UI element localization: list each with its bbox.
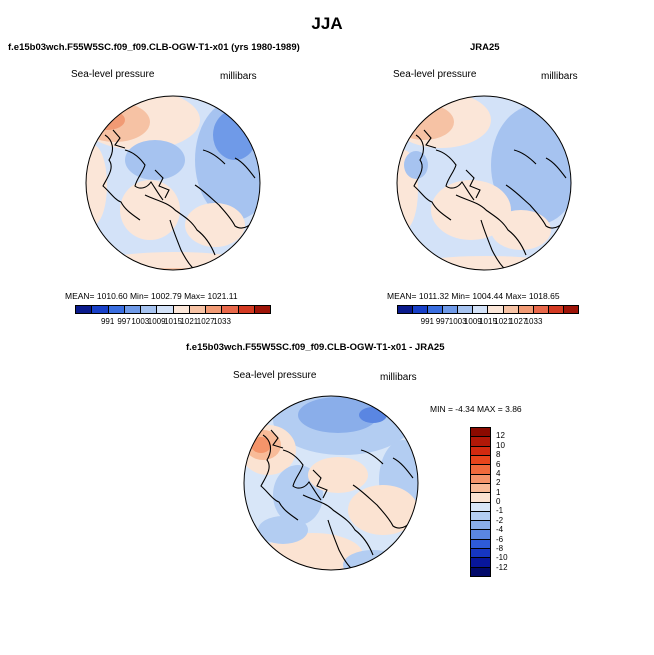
colorbar-tick-label: 1009	[463, 317, 482, 326]
colorbar-swatch	[92, 306, 109, 313]
colorbar-swatch	[124, 306, 141, 313]
colorbar-tick-label: 10	[496, 440, 505, 450]
colorbar-swatch	[471, 567, 490, 576]
colorbar-swatch	[548, 306, 564, 313]
colorbar-tick-label: 12	[496, 431, 505, 441]
colorbar-swatch	[471, 539, 490, 550]
colorbar-tick-label: 1009	[147, 317, 166, 326]
colorbar-tick-label: 0	[496, 497, 501, 506]
colorbar-swatch	[473, 306, 489, 313]
colorbar-swatch	[533, 306, 549, 313]
diff-units-label: millibars	[380, 372, 417, 383]
obs-units-label: millibars	[541, 71, 578, 82]
colorbar-swatch	[189, 306, 206, 313]
colorbar-swatch	[488, 306, 504, 313]
obs-map	[396, 95, 572, 271]
colorbar-tick-label: 1027	[196, 317, 215, 326]
colorbar-swatch	[471, 483, 490, 494]
colorbar-swatch	[471, 446, 490, 456]
colorbar-swatch	[471, 558, 490, 568]
colorbar-swatch	[428, 306, 444, 313]
colorbar-tick-label: -8	[496, 543, 504, 553]
model-map	[85, 95, 261, 271]
colorbar-tick-label: -4	[496, 525, 504, 535]
colorbar-swatch	[76, 306, 93, 313]
obs-panel-title: JRA25	[470, 42, 500, 53]
obs-field-label: Sea-level pressure	[393, 69, 477, 80]
colorbar-swatch	[471, 455, 490, 466]
figure-title: JJA	[311, 14, 343, 33]
colorbar-swatch	[471, 493, 490, 503]
diff-map	[243, 395, 419, 571]
colorbar-swatch	[254, 306, 270, 313]
colorbar-swatch	[471, 428, 490, 438]
colorbar-swatch	[471, 521, 490, 531]
colorbar-tick-label: 1033	[524, 317, 543, 326]
colorbar-swatch	[471, 530, 490, 540]
colorbar-tick-label: 1003	[131, 317, 150, 326]
colorbar-swatch	[458, 306, 474, 313]
obs-colorbar	[397, 305, 579, 314]
colorbar-swatch	[173, 306, 190, 313]
colorbar-swatch	[238, 306, 255, 313]
colorbar-tick-label: -12	[496, 562, 508, 572]
colorbar-swatch	[471, 474, 490, 484]
colorbar-tick-label: 1021	[180, 317, 199, 326]
colorbar-swatch	[471, 511, 490, 522]
colorbar-tick-label: -6	[496, 534, 504, 544]
diff-field-label: Sea-level pressure	[233, 370, 317, 381]
colorbar-tick-label: 1027	[509, 317, 528, 326]
colorbar-swatch	[206, 306, 223, 313]
colorbar-tick-label: 1015	[479, 317, 497, 326]
colorbar-tick-label: 991	[100, 317, 115, 326]
obs-stats: MEAN= 1011.32 Min= 1004.44 Max= 1018.65	[387, 291, 560, 301]
colorbar-tick-label: 997	[435, 317, 450, 326]
colorbar-swatch	[222, 306, 239, 313]
colorbar-tick-label: 2	[496, 478, 501, 488]
model-colorbar	[75, 305, 271, 314]
diff-stats: MIN = -4.34 MAX = 3.86	[430, 404, 522, 414]
colorbar-tick-label: 997	[117, 317, 131, 326]
colorbar-swatch	[471, 437, 490, 447]
model-panel-title: f.e15b03wch.F55W5SC.f09_f09.CLB-OGW-T1-x…	[8, 42, 300, 53]
colorbar-tick-label: 991	[420, 317, 434, 326]
colorbar-swatch	[518, 306, 534, 313]
colorbar-swatch	[157, 306, 174, 313]
colorbar-swatch	[141, 306, 158, 313]
diff-panel-title: f.e15b03wch.F55W5SC.f09_f09.CLB-OGW-T1-x…	[186, 342, 445, 353]
colorbar-swatch	[398, 306, 414, 313]
colorbar-tick-label: 1003	[448, 317, 467, 326]
colorbar-tick-label: -2	[496, 515, 504, 525]
colorbar-swatch	[471, 465, 490, 475]
colorbar-swatch	[108, 306, 125, 313]
colorbar-tick-label: 8	[496, 450, 501, 460]
model-units-label: millibars	[220, 71, 257, 82]
colorbar-tick-label: 1033	[213, 317, 231, 326]
colorbar-tick-label: 6	[496, 459, 501, 469]
model-field-label: Sea-level pressure	[71, 69, 155, 80]
colorbar-tick-label: 1021	[494, 317, 513, 326]
colorbar-swatch	[563, 306, 578, 313]
colorbar-tick-label: 1015	[164, 317, 182, 326]
colorbar-tick-label: -1	[496, 506, 504, 516]
colorbar-swatch	[471, 549, 490, 559]
colorbar-tick-label: -10	[496, 553, 508, 563]
colorbar-swatch	[443, 306, 459, 313]
colorbar-swatch	[471, 502, 490, 512]
diff-colorbar	[470, 427, 491, 577]
colorbar-swatch	[503, 306, 519, 313]
colorbar-swatch	[413, 306, 429, 313]
colorbar-tick-label: 1	[496, 487, 501, 497]
model-stats: MEAN= 1010.60 Min= 1002.79 Max= 1021.11	[65, 291, 238, 301]
colorbar-tick-label: 4	[496, 468, 501, 478]
